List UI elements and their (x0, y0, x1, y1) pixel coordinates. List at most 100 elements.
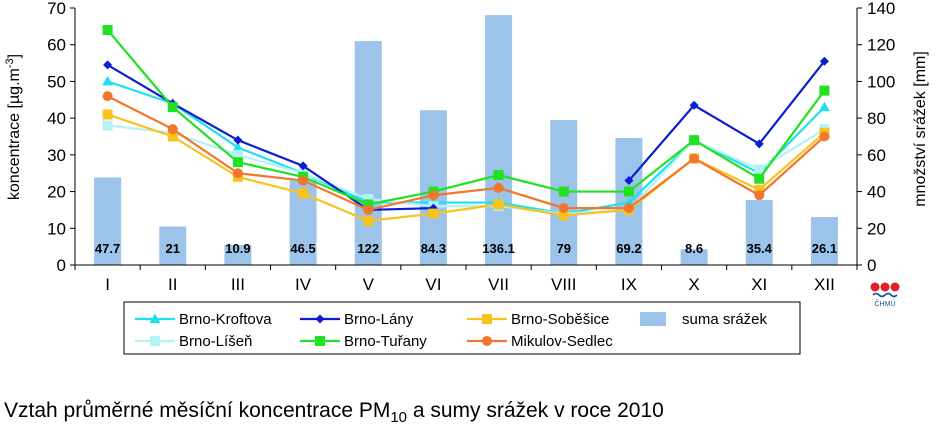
point-mikulov-sedlec-II (167, 124, 178, 135)
precip-label-X: 8.6 (685, 241, 703, 256)
point-brno-tu-any-X (689, 135, 700, 146)
precip-bar-I (94, 177, 122, 265)
point-brno-l-e--V (363, 193, 374, 204)
point-brno-sob-ice-VII (493, 199, 504, 210)
legend: Brno-Kroftova Brno-Lány Brno-Soběšice suma … (123, 301, 801, 355)
legend-item-brno-l-ny: Brno-Lány (300, 311, 414, 328)
caption-subscript: 10 (390, 409, 408, 427)
point-mikulov-sedlec-I (102, 91, 113, 102)
precip-label-IV: 46.5 (290, 241, 315, 256)
point-brno-l-ny-III (233, 135, 243, 145)
precip-bar-X (680, 249, 708, 265)
point-brno-l-ny-I (103, 60, 113, 70)
x-tick-V: V (363, 275, 375, 294)
y-right-tick-140: 140 (867, 0, 895, 18)
precip-label-VIII: 79 (557, 241, 571, 256)
point-brno-tu-any-VIII (558, 186, 569, 197)
concentration-lines (102, 25, 830, 226)
point-mikulov-sedlec-XII (819, 131, 830, 142)
y-right-tick-120: 120 (867, 36, 895, 55)
precip-bar-VII (485, 15, 513, 265)
precip-label-II: 21 (166, 241, 180, 256)
caption-prefix: Vztah průměrné měsíční koncentrace PM (4, 399, 391, 422)
point-brno-sob-ice-VI (428, 208, 439, 219)
logo-dot-center (880, 282, 890, 292)
series-brno-l-e- (102, 120, 830, 219)
legend-marker-brno-l-e- (150, 336, 160, 346)
legend-marker-brno-l-ny (315, 314, 325, 324)
legend-label-mikulov-sedlec: Mikulov-Sedlec (511, 333, 613, 350)
point-mikulov-sedlec-III (232, 168, 243, 179)
point-brno-sob-ice-I (102, 109, 113, 120)
precip-label-IX: 69.2 (616, 241, 641, 256)
precip-bar-XII (810, 217, 838, 265)
precip-bar-III (224, 244, 252, 265)
x-tick-III: III (231, 275, 245, 294)
legend-item-mikulov-sedlec: Mikulov-Sedlec (467, 333, 613, 350)
chmu-logo: ČHMÚ (870, 282, 900, 308)
series-brno-l-ny (103, 56, 829, 215)
y-right-title: množství srážek [mm] (912, 51, 929, 207)
point-brno-l-e--XI (754, 164, 765, 175)
point-brno-tu-any-IX (623, 186, 634, 197)
point-brno-tu-any-II (167, 102, 178, 113)
legend-marker-brno-sob-ice (482, 314, 492, 324)
legend-item-brno-l-e-: Brno-Líšeň (135, 333, 252, 350)
precip-bar-XI (745, 200, 773, 265)
y-right-tick-20: 20 (867, 219, 886, 238)
point-brno-kroftova-I (102, 75, 114, 86)
series-line-brno-tu-any-0 (106, 29, 826, 206)
legend-item-brno-sob-ice: Brno-Soběšice (467, 311, 609, 328)
point-brno-l-ny-IX (624, 176, 634, 186)
series-line-mikulov-sedlec-0 (107, 95, 826, 212)
y-left-tick-0: 0 (57, 256, 66, 275)
precip-label-XI: 35.4 (747, 241, 773, 256)
x-tick-XI: XI (751, 275, 767, 294)
legend-label-brno-l-ny: Brno-Lány (344, 311, 414, 328)
legend-item-brno-kroftova: Brno-Kroftova (135, 311, 272, 328)
y-right-tick-100: 100 (867, 72, 895, 91)
x-tick-II: II (168, 275, 177, 294)
precip-label-III: 10.9 (225, 241, 250, 256)
point-brno-kroftova-III (232, 142, 244, 152)
point-mikulov-sedlec-VI (428, 190, 439, 201)
series-line-brno-l-e--0 (107, 124, 825, 215)
point-mikulov-sedlec-VII (493, 182, 504, 193)
y-right-tick-60: 60 (867, 146, 886, 165)
point-brno-l-e--III (232, 149, 243, 160)
series-mikulov-sedlec (102, 91, 830, 215)
point-brno-sob-ice-IV (298, 188, 309, 199)
logo-wave (872, 292, 898, 298)
x-tick-X: X (688, 275, 699, 294)
precipitation-bars: 47.7 21 10.9 46.5 122 84.3 136.1 79 69.2 8.6 35.4 2… (94, 15, 838, 265)
y-right-tick-0: 0 (867, 256, 876, 275)
series-brno-sob-ice (102, 109, 830, 226)
x-tick-I: I (105, 275, 110, 294)
point-mikulov-sedlec-V (363, 204, 374, 215)
precip-label-V: 122 (357, 241, 379, 256)
point-mikulov-sedlec-X (689, 153, 700, 164)
point-brno-sob-ice-VIII (558, 210, 569, 221)
point-mikulov-sedlec-IV (298, 175, 309, 186)
legend-marker-brno-tu-any (315, 336, 325, 346)
caption-suffix: a sumy srážek v roce 2010 (407, 399, 664, 422)
point-brno-l-ny-X (689, 100, 699, 110)
y-right-tick-40: 40 (867, 183, 886, 202)
y-left-tick-20: 20 (47, 183, 66, 202)
point-brno-tu-any-XII (819, 85, 830, 96)
point-brno-sob-ice-II (167, 131, 178, 142)
legend-label-brno-kroftova: Brno-Kroftova (179, 311, 272, 328)
x-tick-VI: VI (425, 275, 441, 294)
point-brno-l-e--I (102, 120, 113, 131)
chart: 47.7 21 10.9 46.5 122 84.3 136.1 79 69.2 8.6 35.4 2… (4, 0, 929, 355)
precip-bar-II (159, 226, 187, 265)
point-brno-tu-any-V (363, 199, 374, 210)
precip-bar-V (354, 41, 382, 265)
precip-label-I: 47.7 (95, 241, 120, 256)
series-line-brno-l-ny-0 (107, 63, 434, 212)
y-left-tick-60: 60 (47, 36, 66, 55)
point-mikulov-sedlec-IX (623, 203, 634, 214)
y-left-tick-70: 70 (47, 0, 66, 18)
precip-label-VII: 136.1 (482, 241, 515, 256)
